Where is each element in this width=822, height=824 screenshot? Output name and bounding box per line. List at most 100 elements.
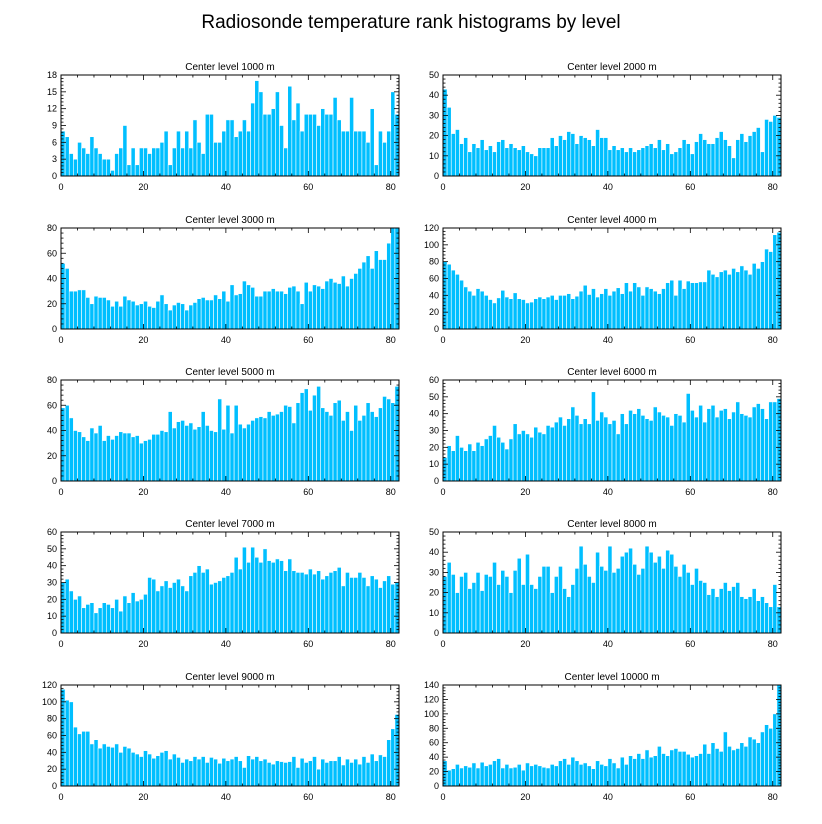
histogram-bar [171,427,177,482]
histogram-bar [134,435,140,482]
histogram-bar [690,756,695,787]
histogram-bar [312,756,317,787]
histogram-bar [566,293,572,330]
histogram-bar [147,305,152,330]
histogram-bar [122,595,128,634]
histogram-bar [615,287,621,330]
histogram-bar [545,147,551,177]
histogram-bar [459,279,464,330]
histogram-bar [722,582,728,634]
histogram-bar [229,758,235,787]
histogram-bar [118,752,124,787]
y-tick-label: 20 [429,767,439,777]
histogram-bar [336,399,342,482]
histogram-bar [492,302,497,330]
histogram-bar [508,143,514,177]
histogram-bar [615,149,621,177]
histogram-bar [516,298,522,330]
histogram-bar [446,107,452,177]
histogram-bar [541,147,547,177]
histogram-bar [349,278,354,330]
histogram-bar [710,742,716,787]
histogram-bar [657,746,662,787]
x-tick-label: 80 [768,182,778,192]
histogram-bar [209,299,214,330]
histogram-bar [541,766,547,787]
histogram-bar [537,296,543,330]
histogram-bar [603,288,609,330]
histogram-bar [68,701,74,787]
histogram-bar [751,131,757,177]
histogram-bar [690,282,695,330]
histogram-bar [126,432,132,482]
histogram-bar [599,566,605,634]
histogram-bar [673,748,679,787]
histogram-bar [525,302,530,330]
histogram-bar [373,250,379,330]
histogram-bar [619,147,625,177]
histogram-bar [636,574,642,634]
histogram-bar [353,758,359,787]
histogram-bar [615,767,621,787]
y-tick-label: 20 [429,131,439,141]
histogram-bar [167,164,173,177]
histogram-bar [171,582,177,634]
y-tick-label: 40 [47,274,57,284]
histogram-bar [698,580,703,634]
histogram-bar [237,293,243,330]
histogram-bar [455,273,460,330]
histogram-bar [176,757,181,787]
histogram-bar [93,432,99,482]
histogram-bar [471,582,477,634]
histogram-bar [308,409,313,482]
histogram-bar [648,756,654,787]
histogram-panel: Center level 3000 m 0 20 40 60 80 0 20 40 60 80 [47,215,400,345]
histogram-bar [378,587,383,634]
histogram-bar [233,756,239,787]
histogram-bar [652,290,658,330]
histogram-bar [163,130,169,177]
histogram-bar [743,415,749,482]
y-tick-label: 50 [429,70,439,80]
panel-title: Center level 3000 m [185,215,275,226]
histogram-bar [143,593,148,634]
histogram-bar [246,130,251,177]
histogram-bar [578,290,584,330]
histogram-bar [492,425,497,482]
histogram-bar [320,108,326,177]
histogram-bar [603,416,609,482]
histogram-bar [488,299,493,330]
histogram-bar [599,137,605,177]
histogram-bar [488,145,493,177]
histogram-bar [320,288,326,330]
histogram-bar [308,568,313,634]
histogram-bar [652,406,658,482]
y-tick-label: 30 [429,567,439,577]
histogram-bar [134,600,140,634]
histogram-bar [455,129,460,177]
x-tick-label: 60 [685,182,695,192]
histogram-bar [114,743,120,787]
histogram-bar [89,602,95,634]
histogram-bar [644,418,650,482]
histogram-bar [316,570,321,634]
histogram-bar [500,441,506,482]
histogram-bar [324,113,330,177]
histogram-bar [345,285,350,330]
histogram-panel: Center level 5000 m 0 20 40 60 80 0 20 40 60 80 [47,367,400,497]
histogram-bar [624,764,629,787]
histogram-bar [549,137,555,177]
histogram-bar [390,728,396,787]
histogram-bar [615,568,621,634]
y-tick-label: 60 [47,527,57,537]
histogram-bar [200,411,206,482]
histogram-bar [714,596,720,634]
histogram-bar [229,432,235,482]
x-tick-label: 60 [685,639,695,649]
histogram-bar [122,432,128,482]
y-tick-label: 60 [429,738,439,748]
histogram-bar [760,408,765,482]
histogram-bar [652,147,658,177]
histogram-bar [122,746,128,787]
histogram-bar [324,411,330,482]
